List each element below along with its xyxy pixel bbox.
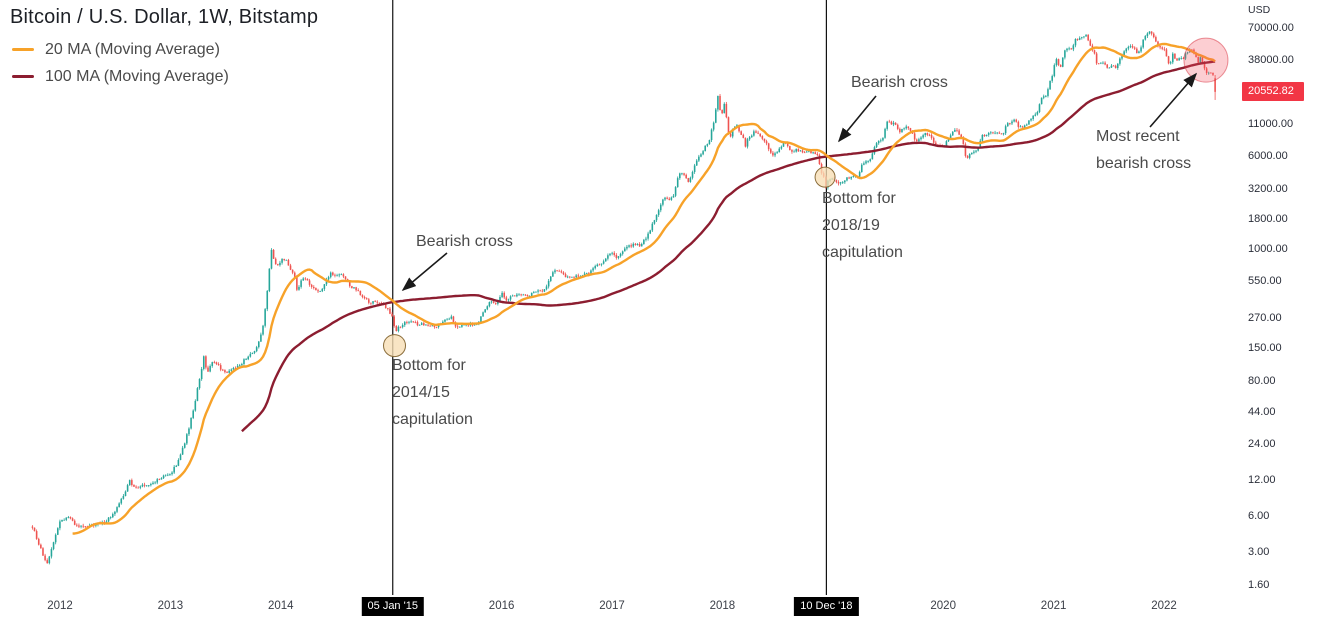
ma20-color-swatch <box>12 48 34 51</box>
ma20-label: 20 MA (Moving Average) <box>45 40 220 58</box>
year-tick: 2016 <box>488 600 515 612</box>
price-tick: 3.00 <box>1248 546 1270 559</box>
year-tick: 2022 <box>1151 600 1177 612</box>
price-scale[interactable]: USD 20552.82 70000.00 38000.00 11000.00 600… <box>1240 0 1317 595</box>
price-tick: 12.00 <box>1248 473 1276 486</box>
legend-item-ma20[interactable]: 20 MA (Moving Average) <box>12 36 229 63</box>
last-price-badge: 20552.82 <box>1242 82 1304 102</box>
event-circle <box>383 334 407 358</box>
legend-item-ma100[interactable]: 100 MA (Moving Average) <box>12 63 229 90</box>
price-tick: 1000.00 <box>1248 243 1288 256</box>
price-tick: 3200.00 <box>1248 182 1288 195</box>
price-tick: 1.60 <box>1248 578 1270 591</box>
price-tick: 6000.00 <box>1248 150 1288 163</box>
legend: 20 MA (Moving Average) 100 MA (Moving Av… <box>12 36 229 90</box>
price-tick: 38000.00 <box>1248 53 1294 66</box>
ma100-line <box>241 60 1216 433</box>
event-circle <box>1183 37 1229 83</box>
price-tick: 550.00 <box>1248 274 1282 287</box>
price-tick: 6.00 <box>1248 510 1270 523</box>
price-tick: 44.00 <box>1248 406 1276 419</box>
year-tick: 2017 <box>599 600 625 612</box>
ma100-label: 100 MA (Moving Average) <box>45 67 229 85</box>
event-circle <box>814 166 836 188</box>
price-tick: 270.00 <box>1248 311 1282 324</box>
annotation-bottom-2018-19: Bottom for 2018/19 capitulation <box>822 190 903 261</box>
annotation-arrow <box>401 252 448 292</box>
year-tick: 2018 <box>709 600 736 612</box>
year-tick: 2012 <box>47 600 73 612</box>
symbol-title: Bitcoin / U.S. Dollar, 1W, Bitstamp <box>10 6 319 28</box>
annotation-bottom-2014-15: Bottom for 2014/15 capitulation <box>392 357 473 428</box>
price-tick: 80.00 <box>1248 375 1276 388</box>
time-scale[interactable]: 2012 2013 2014 2016 2017 2018 2020 2021 2022 05 J… <box>0 595 1317 618</box>
year-tick: 2021 <box>1040 600 1067 612</box>
annotation-bearish-cross-2014: Bearish cross <box>416 233 513 250</box>
annotation-bearish-cross-2018: Bearish cross <box>851 74 948 91</box>
candles <box>31 31 1216 565</box>
price-tick: 24.00 <box>1248 437 1276 450</box>
time-event-badge: 05 Jan '15 <box>361 597 424 616</box>
annotation-most-recent-cross: Most recent bearish cross <box>1096 128 1192 172</box>
time-event-badge: 10 Dec '18 <box>794 597 859 616</box>
annotation-arrow <box>837 95 877 143</box>
year-tick: 2013 <box>157 600 184 612</box>
price-unit-label: USD <box>1248 4 1271 16</box>
price-tick: 11000.00 <box>1248 118 1294 131</box>
year-tick: 2014 <box>268 600 294 612</box>
year-tick: 2020 <box>930 600 956 612</box>
ma100-color-swatch <box>12 75 34 78</box>
price-tick: 1800.00 <box>1248 212 1288 225</box>
annotation-arrow <box>1149 72 1198 128</box>
ma20-line <box>72 42 1216 535</box>
price-tick: 70000.00 <box>1248 22 1294 34</box>
price-tick: 150.00 <box>1248 342 1282 355</box>
